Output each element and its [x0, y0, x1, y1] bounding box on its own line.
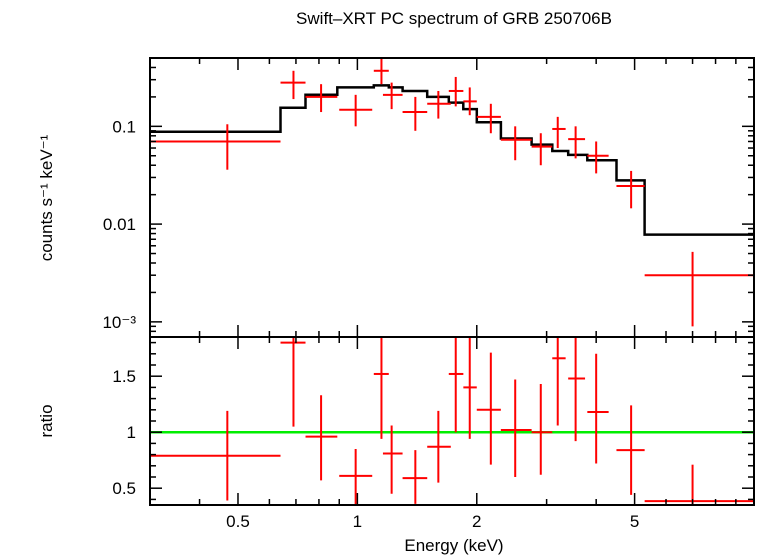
ratio-data-point [568, 337, 586, 442]
ratio-ytick-label: 1.5 [112, 367, 136, 386]
ratio-data-point [150, 410, 281, 501]
spectrum-data-point [476, 103, 501, 134]
spectrum-ylabel: counts s⁻¹ keV⁻¹ [37, 134, 56, 261]
chart-title: Swift–XRT PC spectrum of GRB 250706B [296, 9, 612, 28]
spectrum-ytick-label: 10⁻³ [102, 313, 136, 332]
ratio-frame [149, 336, 755, 506]
spectrum-ytick-label: 0.1 [112, 117, 136, 136]
x-tick-label: 2 [472, 512, 481, 531]
spectrum-data-point [587, 141, 609, 174]
ratio-data-point [373, 337, 389, 439]
spectrum-data-point [500, 126, 532, 161]
spectrum-data-point [448, 76, 464, 107]
ratio-ylabel: ratio [37, 404, 56, 437]
spectrum-plot-area [150, 58, 754, 327]
ratio-data-point [402, 450, 428, 504]
ratio-panel: 0.5 1 2 5 0.5 1 1.5 ratio [37, 336, 755, 531]
ratio-data-point [339, 449, 373, 505]
spectrum-axes: 10⁻³ 0.01 0.1 [102, 57, 755, 338]
ratio-plot-area [150, 337, 754, 505]
spectrum-data-point [552, 116, 566, 149]
ratio-data-point [305, 395, 338, 481]
spectrum-data-point [463, 87, 477, 116]
spectrum-panel: 10⁻³ 0.01 0.1 counts s⁻¹ keV⁻¹ [37, 57, 755, 338]
spectrum-data-point [644, 251, 754, 327]
ratio-axes: 0.5 1 2 5 0.5 1 1.5 [112, 337, 755, 531]
x-tick-label: 1 [353, 512, 362, 531]
spectrum-ytick-label: 0.01 [103, 215, 136, 234]
x-tick-label: 5 [630, 512, 639, 531]
ratio-data-point [448, 337, 464, 433]
spectrum-data-point [382, 82, 403, 110]
spectrum-data-point [402, 96, 428, 131]
ratio-data-point [531, 384, 553, 475]
ratio-data-point [427, 410, 451, 483]
ratio-data-point [552, 337, 566, 426]
spectrum-data-point [339, 94, 373, 127]
model-step-line [150, 84, 754, 236]
ratio-data-point [280, 337, 306, 427]
ratio-ytick-label: 1 [127, 423, 136, 442]
ratio-data-point [476, 352, 501, 465]
ratio-data-point [382, 425, 403, 494]
spectrum-data-point [280, 70, 306, 100]
ratio-data-point [644, 464, 754, 505]
ratio-ytick-label: 0.5 [112, 479, 136, 498]
ratio-data-point [500, 379, 532, 477]
ratio-data-point [616, 405, 645, 495]
spectrum-data-point [150, 124, 281, 170]
ratio-data-point [463, 337, 477, 439]
spectrum-data-point [616, 170, 645, 209]
spectrum-frame [149, 57, 755, 338]
ratio-data-point [587, 353, 609, 464]
spectrum-data-point [568, 126, 586, 159]
spectrum-data-point [373, 58, 389, 85]
spectrum-data-point [305, 84, 338, 113]
x-axis-label: Energy (keV) [404, 536, 503, 555]
spectrum-data-point [427, 90, 451, 119]
x-tick-label: 0.5 [226, 512, 250, 531]
spectrum-data-point [531, 133, 553, 166]
